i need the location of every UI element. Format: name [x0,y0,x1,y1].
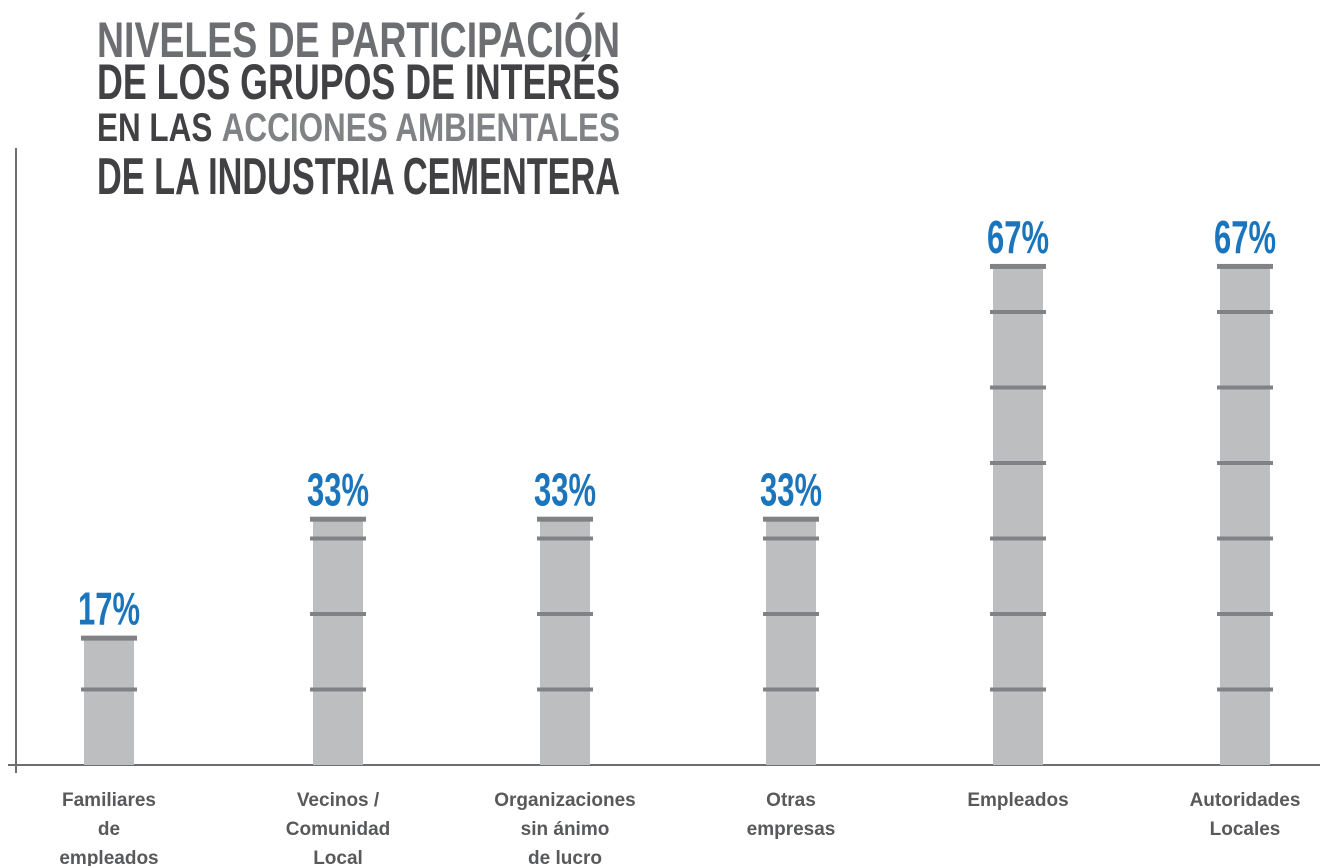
x-tick-label: Organizaciones sin ánimo de lucro [494,790,636,866]
x-tick-label-line: sin ánimo [521,819,610,840]
bar [84,638,134,765]
bar-band [1217,687,1273,692]
bar-band [1217,612,1273,616]
bar [313,519,363,765]
bar-band [990,461,1046,465]
title-segment: EN LAS [97,106,212,150]
x-tick-label: Vecinos / Comunidad Local [286,790,391,866]
x-tick-label: Otras empresas [747,790,836,840]
value-label: 33% [307,464,369,516]
bar-band [990,687,1046,692]
x-tick-label-line: empleados [59,848,158,866]
bar-band [990,385,1046,390]
bar-cap [1217,263,1273,269]
bar [1220,266,1270,765]
bar-band [1217,310,1273,314]
title-line: DE LOS GRUPOS DE INTERÉS [97,54,620,110]
bar-band [990,612,1046,616]
title-line: NIVELES DE PARTICIPACIÓN [97,12,620,68]
x-tick-label-line: Locales [1210,819,1281,840]
x-tick-label-line: Familiares [62,790,156,811]
x-tick-label-line: empresas [747,819,836,840]
value-label: 33% [760,464,822,516]
bar-band [537,536,593,541]
bar-cap [310,516,366,522]
bar-band [310,687,366,692]
title-segment: DE LA INDUSTRIA CEMENTERA [97,148,620,206]
x-tick-label: Autoridades Locales [1190,790,1301,840]
x-tick-label-line: Otras [766,790,816,811]
title-segment: ACCIONES AMBIENTALES [222,106,620,150]
x-tick-label-line: Autoridades [1190,790,1301,811]
x-tick-label-line: Empleados [967,790,1068,811]
x-tick-label-line: Local [313,848,363,866]
bar-band [1217,536,1273,541]
bar-cap [990,263,1046,269]
x-tick-label-line: de [98,819,120,840]
bar-band [81,687,137,692]
x-tick-label-line: Vecinos / [297,790,380,811]
x-tick-label: Empleados [967,790,1068,811]
bar [993,266,1043,765]
x-tick-label: Familiares de empleados [59,790,158,866]
value-label: 17% [78,583,140,635]
value-label: 67% [987,211,1049,263]
bar-band [763,687,819,692]
x-tick-label-line: de lucro [528,848,602,866]
title-line: DE LA INDUSTRIA CEMENTERA [97,148,620,206]
bar-band [990,310,1046,314]
x-tick-label-line: Organizaciones [494,790,636,811]
value-label: 33% [534,464,596,516]
title-line: EN LASACCIONES AMBIENTALES [97,106,620,150]
title-segment: DE LOS GRUPOS DE INTERÉS [97,54,620,110]
bar-band [310,536,366,541]
bar [540,519,590,765]
title-segment: NIVELES DE PARTICIPACIÓN [97,12,620,68]
bar [766,519,816,765]
x-tick-label-line: Comunidad [286,819,391,840]
bar-band [537,687,593,692]
value-label: 67% [1214,211,1276,263]
bar-band [763,612,819,616]
bar-cap [763,516,819,522]
bar-band [1217,461,1273,465]
bar-cap [537,516,593,522]
bar-band [1217,385,1273,390]
bar-band [310,612,366,616]
bar-band [990,536,1046,541]
bar-band [763,536,819,541]
bar-cap [81,635,137,641]
bar-band [537,612,593,616]
